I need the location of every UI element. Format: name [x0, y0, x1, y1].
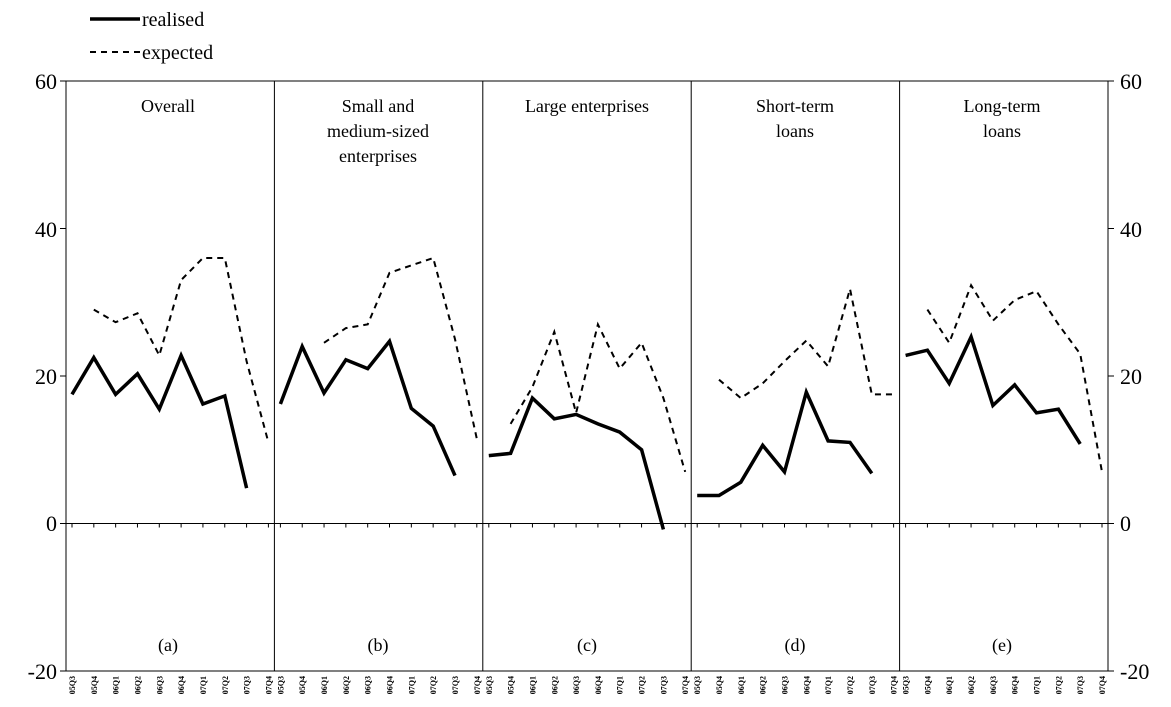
- panel-title-short-line1: Short-term: [756, 96, 834, 116]
- right-ytick-label: 0: [1120, 511, 1131, 536]
- right-ytick-label: 40: [1120, 217, 1142, 242]
- xtick-label: 05Q3: [485, 676, 494, 694]
- xtick-label: 07Q4: [264, 676, 273, 694]
- series-line-realised: [488, 395, 666, 530]
- xtick-label: 07Q4: [681, 676, 690, 694]
- xtick-label: 06Q2: [342, 676, 351, 694]
- left-ytick-label: -20: [28, 659, 57, 684]
- series-line-realised: [70, 350, 249, 489]
- xtick-label: 06Q3: [155, 676, 164, 694]
- xtick-label: 06Q1: [528, 676, 537, 694]
- xtick-label: 07Q4: [473, 676, 482, 694]
- series-line-expected: [509, 321, 687, 473]
- xtick-label: 07Q1: [407, 676, 416, 694]
- left-y-axis: 60 40 20 0 -20: [28, 69, 57, 684]
- xtick-label: 07Q2: [846, 676, 855, 694]
- left-ytick-label: 0: [46, 511, 57, 536]
- xtick-label: 07Q3: [1076, 676, 1085, 694]
- series-line-realised: [905, 332, 1082, 445]
- panel-letter-a: (a): [158, 635, 178, 656]
- xtick-label: 07Q3: [451, 676, 460, 694]
- xtick-label: 07Q3: [868, 676, 877, 694]
- panel-title-sme-line2: medium-sized: [327, 121, 429, 141]
- plot-marks: [70, 256, 1103, 530]
- xtick-label: 07Q2: [221, 676, 230, 694]
- xtick-label: 07Q4: [1098, 676, 1107, 694]
- legend: realised expected: [90, 9, 213, 64]
- panel-letter-c: (c): [577, 635, 597, 656]
- series-line-expected: [718, 288, 894, 400]
- series-line-realised: [278, 337, 457, 477]
- xtick-label: 07Q1: [199, 676, 208, 694]
- panel-title-large: Large enterprises: [525, 96, 649, 116]
- legend-realised-label: realised: [142, 9, 204, 31]
- xtick-label: 07Q1: [1033, 676, 1042, 694]
- series-line-expected: [93, 257, 270, 443]
- xtick-label: 06Q1: [320, 676, 329, 694]
- panel-titles: Overall Small and medium-sized enterpris…: [141, 96, 1040, 166]
- panel-title-short-line2: loans: [776, 121, 814, 141]
- xtick-label: 06Q3: [364, 676, 373, 694]
- xtick-label: 07Q2: [638, 676, 647, 694]
- panel-title-overall: Overall: [141, 96, 195, 116]
- xtick-label: 07Q2: [1054, 676, 1063, 694]
- xtick-label: 05Q3: [902, 676, 911, 694]
- xtick-label: 07Q1: [616, 676, 625, 694]
- xtick-label: 06Q1: [945, 676, 954, 694]
- left-ytick-label: 60: [35, 69, 57, 94]
- xtick-label: 06Q3: [780, 676, 789, 694]
- series-line-realised: [697, 387, 874, 498]
- left-ytick-label: 20: [35, 364, 57, 389]
- legend-expected-label: expected: [142, 42, 213, 64]
- xtick-label: 06Q1: [737, 676, 746, 694]
- xtick-label: 05Q3: [693, 676, 702, 694]
- xtick-label: 06Q4: [386, 676, 395, 694]
- panel-letters: (a) (b) (c) (d) (e): [158, 635, 1012, 656]
- xtick-label: 05Q3: [68, 676, 77, 694]
- xtick-label: 05Q4: [90, 676, 99, 694]
- right-ytick-label: 60: [1120, 69, 1142, 94]
- xtick-label: 07Q1: [824, 676, 833, 694]
- panel-title-long-line1: Long-term: [964, 96, 1041, 116]
- xtick-label: 06Q4: [802, 676, 811, 694]
- left-ytick-label: 40: [35, 217, 57, 242]
- xtick-label: 07Q2: [429, 676, 438, 694]
- panel-title-sme-line1: Small and: [342, 96, 415, 116]
- xtick-label: 06Q1: [112, 676, 121, 694]
- series-line-expected: [926, 283, 1103, 473]
- panel-letter-d: (d): [785, 635, 806, 656]
- xtick-label: 06Q3: [989, 676, 998, 694]
- xtick-label: 05Q4: [298, 676, 307, 694]
- xtick-label: 05Q4: [923, 676, 932, 694]
- plot-frame: 05Q3 05Q4 06Q1 06Q2 06Q3 06Q4 07Q1 07Q2 07Q3 07Q4…: [60, 80, 1114, 694]
- series-line-expected: [323, 256, 478, 439]
- xtick-label: 06Q2: [133, 676, 142, 694]
- xtick-label: 05Q3: [276, 676, 285, 694]
- xtick-label: 06Q4: [594, 676, 603, 694]
- xtick-label: 05Q4: [715, 676, 724, 694]
- panel-title-sme-line3: enterprises: [339, 146, 417, 166]
- xtick-label: 07Q3: [243, 676, 252, 694]
- right-ytick-label: 20: [1120, 364, 1142, 389]
- xtick-label: 06Q2: [759, 676, 768, 694]
- xtick-label: 06Q2: [967, 676, 976, 694]
- xtick-label: 06Q4: [1011, 676, 1020, 694]
- xtick-label: 06Q2: [550, 676, 559, 694]
- xtick-label: 07Q4: [890, 676, 899, 694]
- right-ytick-label: -20: [1120, 659, 1149, 684]
- xtick-label: 05Q4: [507, 676, 516, 694]
- xtick-label: 06Q4: [177, 676, 186, 694]
- panel-title-long-line2: loans: [983, 121, 1021, 141]
- xtick-label: 06Q3: [572, 676, 581, 694]
- panel-letter-e: (e): [992, 635, 1012, 656]
- panel-letter-b: (b): [368, 635, 389, 656]
- xtick-label: 07Q3: [659, 676, 668, 694]
- right-y-axis: 60 40 20 0 -20: [1120, 69, 1149, 684]
